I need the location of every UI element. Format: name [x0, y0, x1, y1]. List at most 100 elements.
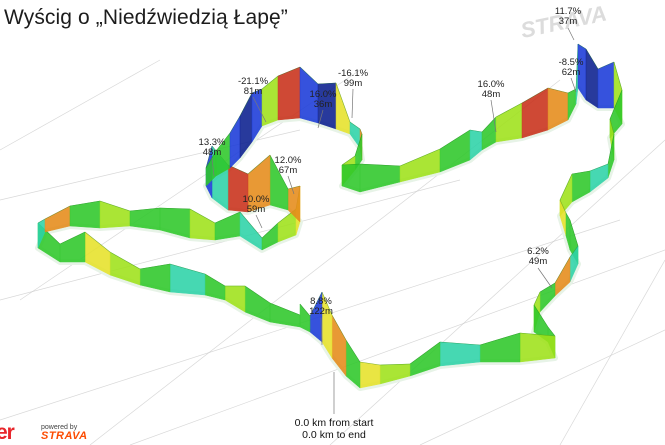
segment-label[interactable]: 6.2% 49m [527, 246, 549, 267]
segment-pin [255, 214, 263, 229]
route-wall-panel [99, 200, 131, 229]
route-top-edge [317, 82, 337, 85]
route-wall-panel [189, 208, 216, 241]
grid-line [419, 329, 665, 445]
route-top-edge [277, 66, 301, 77]
segment-label[interactable]: 16.0% 36m [309, 89, 337, 110]
segment-label[interactable]: -8.5% 62m [558, 57, 584, 78]
route-top-edge [399, 148, 441, 167]
route-top-edge [204, 273, 226, 287]
route-top-edge [321, 291, 333, 316]
route-top-edge [269, 154, 289, 190]
segment-label[interactable]: 10.0% 59m [242, 194, 270, 215]
route-wall-panel [585, 48, 599, 109]
route-wall-panel [84, 231, 111, 276]
route-top-edge [189, 208, 216, 224]
route-wall-panel [597, 61, 615, 109]
segment-label[interactable]: 11.7% 37m [554, 6, 582, 27]
route-top-edge [37, 218, 46, 224]
route-top-edge [533, 291, 541, 306]
route-top-edge [559, 199, 567, 214]
route-top-edge [84, 231, 111, 253]
route-top-edge [565, 212, 571, 221]
segment-label[interactable]: 16.0% 48m [477, 79, 505, 100]
route-wall-panel [359, 361, 381, 389]
page-title: Wyścig o „Niedźwiedzią Łapę” [4, 6, 288, 29]
route-top-edge [479, 332, 521, 346]
segment-pin [211, 157, 215, 177]
route-top-edge [59, 231, 86, 245]
route-top-edge [554, 256, 571, 284]
route-top-edge [287, 185, 301, 190]
route-wall-panel [439, 341, 481, 367]
route-top-edge [247, 154, 271, 175]
route-top-edge [571, 170, 591, 175]
route-top-edge [139, 263, 171, 270]
route-top-edge [44, 205, 71, 220]
route-top-edge [239, 211, 263, 239]
route-top-edge [495, 102, 523, 118]
distance-readout: 0.0 km from start 0.0 km to end [295, 417, 374, 441]
route-top-edge [359, 128, 363, 135]
segment-label[interactable]: 12.0% 67m [274, 155, 302, 176]
route-top-edge [109, 251, 141, 270]
segment-pin [570, 77, 577, 93]
route-wall-panel [479, 332, 521, 363]
route-top-edge [229, 115, 241, 134]
route-top-edge [261, 222, 279, 239]
route-top-edge [345, 339, 361, 363]
route-top-edge [99, 200, 131, 212]
segment-pin [490, 99, 497, 133]
route-top-edge [585, 48, 599, 70]
segment-pins [211, 27, 577, 414]
segment-label[interactable]: 8.8% 122m [309, 296, 333, 317]
route-top-edge [335, 82, 351, 123]
route-wall-panel [439, 129, 471, 173]
strava-logo: STRAVA [41, 430, 88, 442]
route-top-edge [341, 155, 356, 166]
route-top-edge [69, 200, 101, 207]
route-top-edge [261, 75, 279, 90]
route-top-edge [597, 61, 615, 70]
route-top-edge [539, 282, 556, 293]
segment-pin [351, 88, 354, 119]
route-top-edge [379, 363, 411, 366]
route-wall-panel [409, 341, 441, 377]
powered-by-label: powered by [41, 424, 78, 431]
route-top-edge [205, 145, 213, 169]
route-top-edge [214, 211, 241, 224]
route-top-edge [331, 314, 347, 341]
route-top-edge [589, 163, 609, 172]
route-top-edge [409, 341, 441, 365]
segment-pin [252, 96, 267, 123]
route-top-edge [609, 89, 623, 120]
route-top-edge [215, 132, 231, 152]
route-top-edge [547, 87, 569, 94]
grid-line [559, 259, 665, 445]
route-top-edge [269, 302, 301, 316]
segment-label[interactable]: -21.1% 81m [237, 76, 269, 97]
route-top-edge [559, 173, 573, 201]
segment-label[interactable]: 13.3% 48m [198, 137, 226, 158]
route-ribbon[interactable] [35, 43, 625, 391]
route-top-edge [359, 361, 381, 366]
route-top-edge [309, 291, 323, 317]
route-wall-panel [399, 148, 441, 183]
route-wall-panel [331, 314, 347, 377]
route-top-edge [607, 133, 615, 165]
route-top-edge [299, 66, 319, 85]
brand-logo: er [0, 421, 15, 444]
segment-label[interactable]: -16.1% 99m [337, 68, 369, 89]
route-top-edge [519, 332, 556, 337]
route-top-edge [341, 163, 361, 166]
route-top-edge [354, 133, 363, 157]
route-top-edge [481, 116, 497, 133]
route-top-edge [299, 303, 311, 317]
route-top-edge [169, 263, 206, 275]
route-top-edge [129, 207, 161, 212]
route-top-edge [577, 43, 587, 50]
route-top-edge [609, 118, 615, 135]
route-wall-panel [519, 332, 556, 363]
grid-line [0, 59, 161, 151]
